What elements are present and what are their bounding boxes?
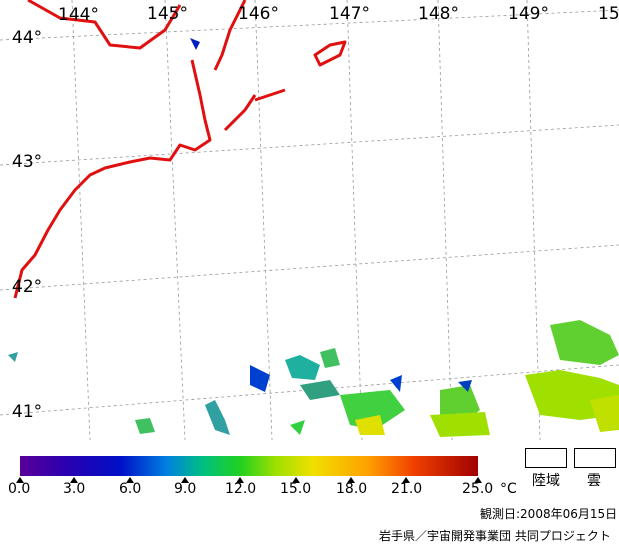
lon-label-148: 148° (418, 4, 459, 24)
scale-tick-label: 3.0 (63, 481, 86, 497)
lon-label-146: 146° (238, 4, 279, 24)
scale-tick-marker (474, 477, 482, 483)
scale-tick-label: 18.0 (336, 481, 368, 497)
graticule (0, 0, 619, 440)
scale-tick-label: 0.0 (8, 481, 31, 497)
lon-label-145: 145° (147, 4, 188, 24)
scale-tick-label: 15.0 (280, 481, 312, 497)
lon-label-147: 147° (329, 4, 370, 24)
scale-tick-marker (126, 477, 134, 483)
scale-tick-label: 21.0 (391, 481, 423, 497)
sst-map (0, 0, 619, 440)
cloud-legend-swatch (574, 448, 616, 468)
lon-label-150: 15 (598, 4, 619, 24)
scale-tick-marker (347, 477, 355, 483)
land-legend-swatch (525, 448, 567, 468)
scale-tick-label: 9.0 (174, 481, 197, 497)
temperature-color-scale (20, 456, 478, 476)
credit-line: 岩手県／宇宙開発事業団 共同プロジェクト (379, 529, 611, 543)
sst-observations (8, 38, 619, 437)
scale-tick-label: 25.0 (462, 481, 494, 497)
lon-label-149: 149° (508, 4, 549, 24)
lat-label-41: 41° (12, 402, 43, 422)
coastline (13, 0, 347, 299)
lat-label-42: 42° (12, 277, 43, 297)
scale-tick-marker (181, 477, 189, 483)
lat-label-43: 43° (12, 152, 43, 172)
scale-tick-marker (292, 477, 300, 483)
land-legend-label: 陸域 (532, 473, 560, 489)
observation-date: 観測日:2008年06月15日 (480, 507, 618, 521)
scale-tick-marker (236, 477, 244, 483)
scale-tick-marker (16, 477, 24, 483)
lon-label-144: 144° (58, 5, 99, 25)
scale-tick-marker (402, 477, 410, 483)
scale-tick-label: 12.0 (225, 481, 257, 497)
cloud-legend-label: 雲 (587, 473, 601, 489)
scale-tick-label: 6.0 (119, 481, 142, 497)
scale-tick-marker (70, 477, 78, 483)
lat-label-44: 44° (12, 28, 43, 48)
temperature-unit: °C (500, 481, 517, 497)
